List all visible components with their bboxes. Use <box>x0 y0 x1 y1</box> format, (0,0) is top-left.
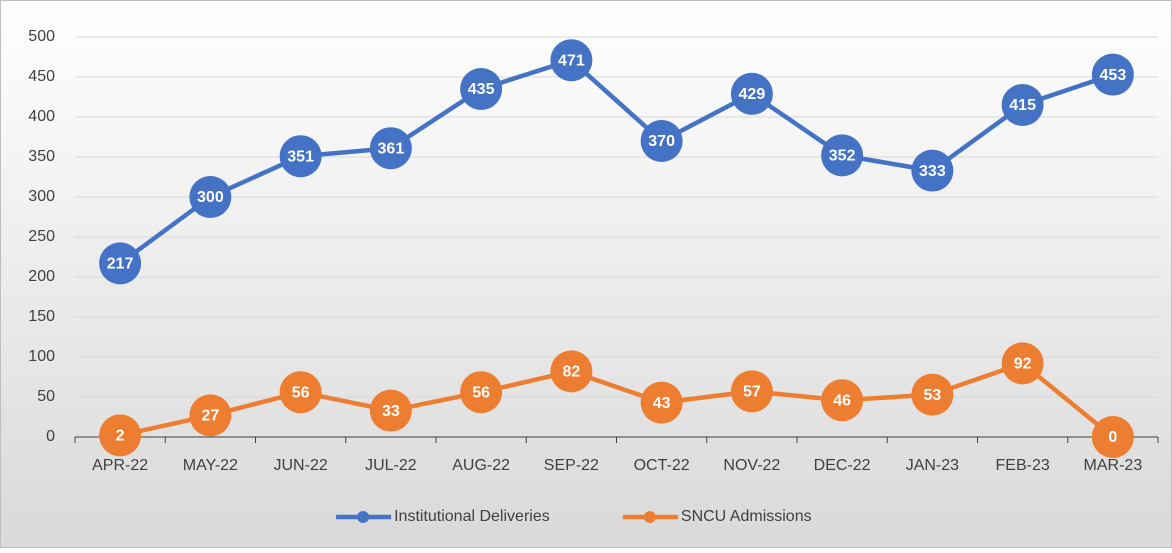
y-tick-label: 450 <box>28 68 55 85</box>
data-label: 429 <box>739 86 766 103</box>
x-tick-label: APR-22 <box>92 457 148 474</box>
data-label: 57 <box>743 384 761 401</box>
data-label: 370 <box>648 133 675 150</box>
x-tick-label: FEB-23 <box>996 457 1050 474</box>
data-point <box>730 370 773 413</box>
data-label: 33 <box>382 403 400 420</box>
data-point <box>640 120 683 162</box>
data-label: 415 <box>1009 97 1036 114</box>
data-point <box>640 381 683 424</box>
data-point <box>1091 416 1134 458</box>
data-label: 361 <box>378 140 405 157</box>
data-point <box>460 371 503 414</box>
x-tick-label: DEC-22 <box>814 457 871 474</box>
x-tick-label: NOV-22 <box>723 457 780 474</box>
y-tick-label: 350 <box>28 148 55 165</box>
x-tick-label: MAY-22 <box>183 457 238 474</box>
y-tick-label: 0 <box>46 428 55 445</box>
data-point <box>279 371 322 414</box>
data-label: 92 <box>1014 356 1032 373</box>
data-label: 435 <box>468 81 495 98</box>
data-label: 333 <box>919 163 946 180</box>
data-label: 0 <box>1108 429 1117 446</box>
data-point <box>730 72 773 115</box>
data-point <box>821 134 864 177</box>
x-tick-label: JUL-22 <box>365 457 417 474</box>
data-label: 453 <box>1100 67 1127 84</box>
data-label: 471 <box>558 52 585 69</box>
x-tick-label: JAN-23 <box>906 457 959 474</box>
y-tick-label: 50 <box>37 388 55 405</box>
data-point <box>99 414 142 457</box>
data-point <box>460 68 503 110</box>
x-tick-label: SEP-22 <box>544 457 599 474</box>
data-point <box>550 350 593 393</box>
y-tick-label: 500 <box>28 28 55 45</box>
x-tick-label: OCT-22 <box>634 457 690 474</box>
x-tick-label: MAR-23 <box>1084 457 1143 474</box>
data-point <box>99 242 142 285</box>
data-point <box>911 373 954 416</box>
data-point <box>369 389 412 432</box>
data-label: 53 <box>923 387 941 404</box>
data-label: 217 <box>107 256 134 273</box>
y-tick-label: 200 <box>28 268 55 285</box>
x-tick-label: AUG-22 <box>452 457 510 474</box>
data-label: 43 <box>653 395 671 412</box>
data-label: 56 <box>292 384 310 401</box>
legend-label: Institutional Deliveries <box>394 508 550 525</box>
data-label: 56 <box>472 384 490 401</box>
data-label: 300 <box>197 189 224 206</box>
data-point <box>1091 53 1134 96</box>
data-label: 82 <box>562 364 580 381</box>
data-point <box>911 149 954 192</box>
data-point <box>279 135 322 178</box>
legend-label: SNCU Admissions <box>681 508 812 525</box>
y-tick-label: 150 <box>28 308 55 325</box>
data-point <box>550 39 593 82</box>
data-label: 27 <box>201 408 219 425</box>
data-label: 351 <box>287 148 314 165</box>
data-label: 352 <box>829 148 856 165</box>
data-label: 2 <box>116 428 125 445</box>
y-tick-label: 300 <box>28 188 55 205</box>
data-point <box>1001 342 1044 385</box>
data-point <box>1001 84 1044 126</box>
data-point <box>821 379 864 422</box>
data-point <box>189 176 232 218</box>
x-tick-label: JUN-22 <box>274 457 328 474</box>
data-point <box>189 394 232 437</box>
y-tick-label: 400 <box>28 108 55 125</box>
y-tick-label: 250 <box>28 228 55 245</box>
data-point <box>369 127 412 170</box>
legend-marker <box>357 511 370 523</box>
y-tick-label: 100 <box>28 348 55 365</box>
legend-marker <box>643 511 656 523</box>
data-label: 46 <box>833 392 851 409</box>
